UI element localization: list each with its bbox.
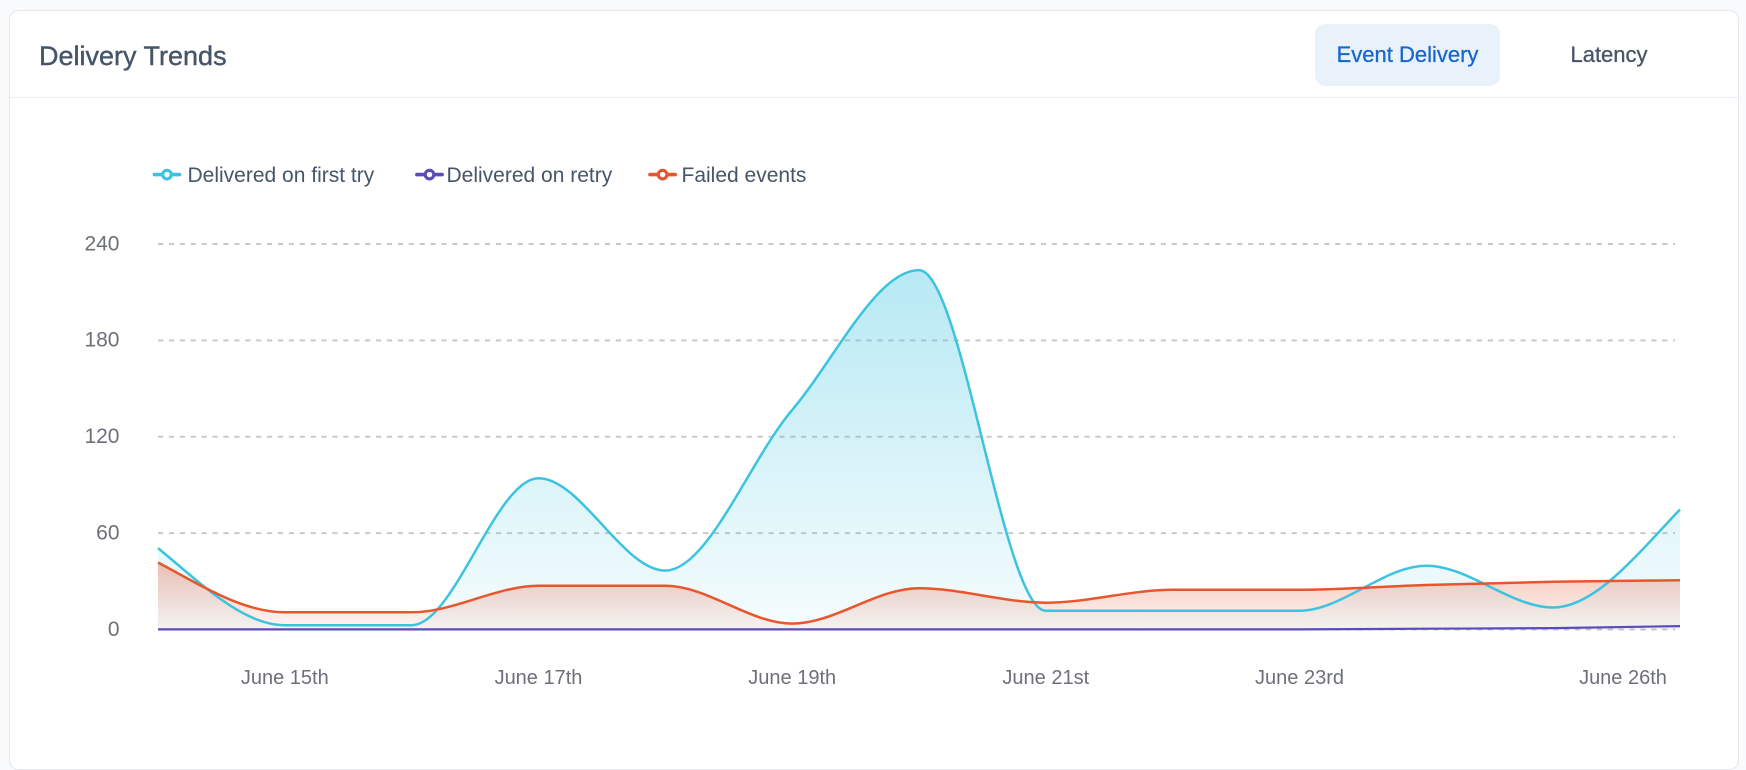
svg-text:June 21st: June 21st: [1002, 667, 1089, 689]
svg-text:Failed events: Failed events: [682, 164, 807, 187]
svg-text:180: 180: [84, 329, 119, 352]
svg-text:June 15th: June 15th: [241, 667, 329, 689]
svg-text:June 26th: June 26th: [1579, 667, 1667, 689]
svg-text:June 17th: June 17th: [495, 667, 583, 689]
svg-text:Delivered on retry: Delivered on retry: [447, 164, 613, 187]
svg-text:0: 0: [108, 618, 120, 641]
svg-text:240: 240: [84, 232, 119, 255]
svg-text:120: 120: [84, 425, 119, 448]
svg-text:June 19th: June 19th: [748, 667, 836, 689]
svg-text:60: 60: [96, 521, 119, 544]
svg-text:Delivered on first try: Delivered on first try: [188, 164, 375, 187]
svg-text:June 23rd: June 23rd: [1255, 667, 1344, 689]
